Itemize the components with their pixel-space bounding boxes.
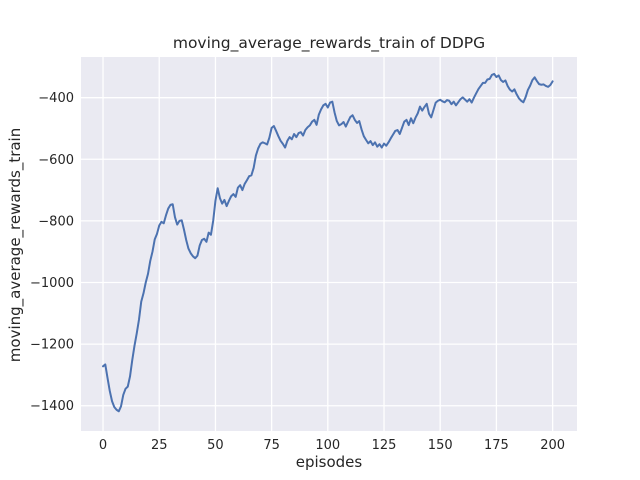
y-tick-label--1000: −1000 bbox=[30, 276, 74, 291]
y-tick-label--800: −800 bbox=[38, 214, 74, 229]
x-tick-label-150: 150 bbox=[428, 438, 453, 453]
x-tick-label-200: 200 bbox=[540, 438, 565, 453]
x-axis-label: episodes bbox=[296, 453, 363, 471]
y-tick-label--1400: −1400 bbox=[30, 399, 74, 414]
plot-background bbox=[81, 57, 577, 431]
x-tick-label-175: 175 bbox=[484, 438, 509, 453]
x-tick-label-75: 75 bbox=[263, 438, 280, 453]
chart-title: moving_average_rewards_train of DDPG bbox=[173, 34, 485, 53]
y-tick-label--1200: −1200 bbox=[30, 338, 74, 353]
data-line-layer bbox=[102, 72, 554, 413]
x-tick-label-25: 25 bbox=[151, 438, 168, 453]
y-tick-label--600: −600 bbox=[38, 153, 74, 168]
x-tick-label-0: 0 bbox=[99, 438, 107, 453]
x-tick-label-125: 125 bbox=[372, 438, 397, 453]
tick-labels: 0 25 50 75 100 125 150 175 200 −400 −600 −800 −1000 −… bbox=[30, 91, 565, 453]
plot-area bbox=[81, 57, 577, 431]
y-tick-label--400: −400 bbox=[38, 91, 74, 106]
y-axis-label: moving_average_rewards_train bbox=[6, 128, 25, 362]
data-line bbox=[102, 72, 554, 413]
x-tick-label-100: 100 bbox=[315, 438, 340, 453]
x-tick-label-50: 50 bbox=[207, 438, 224, 453]
